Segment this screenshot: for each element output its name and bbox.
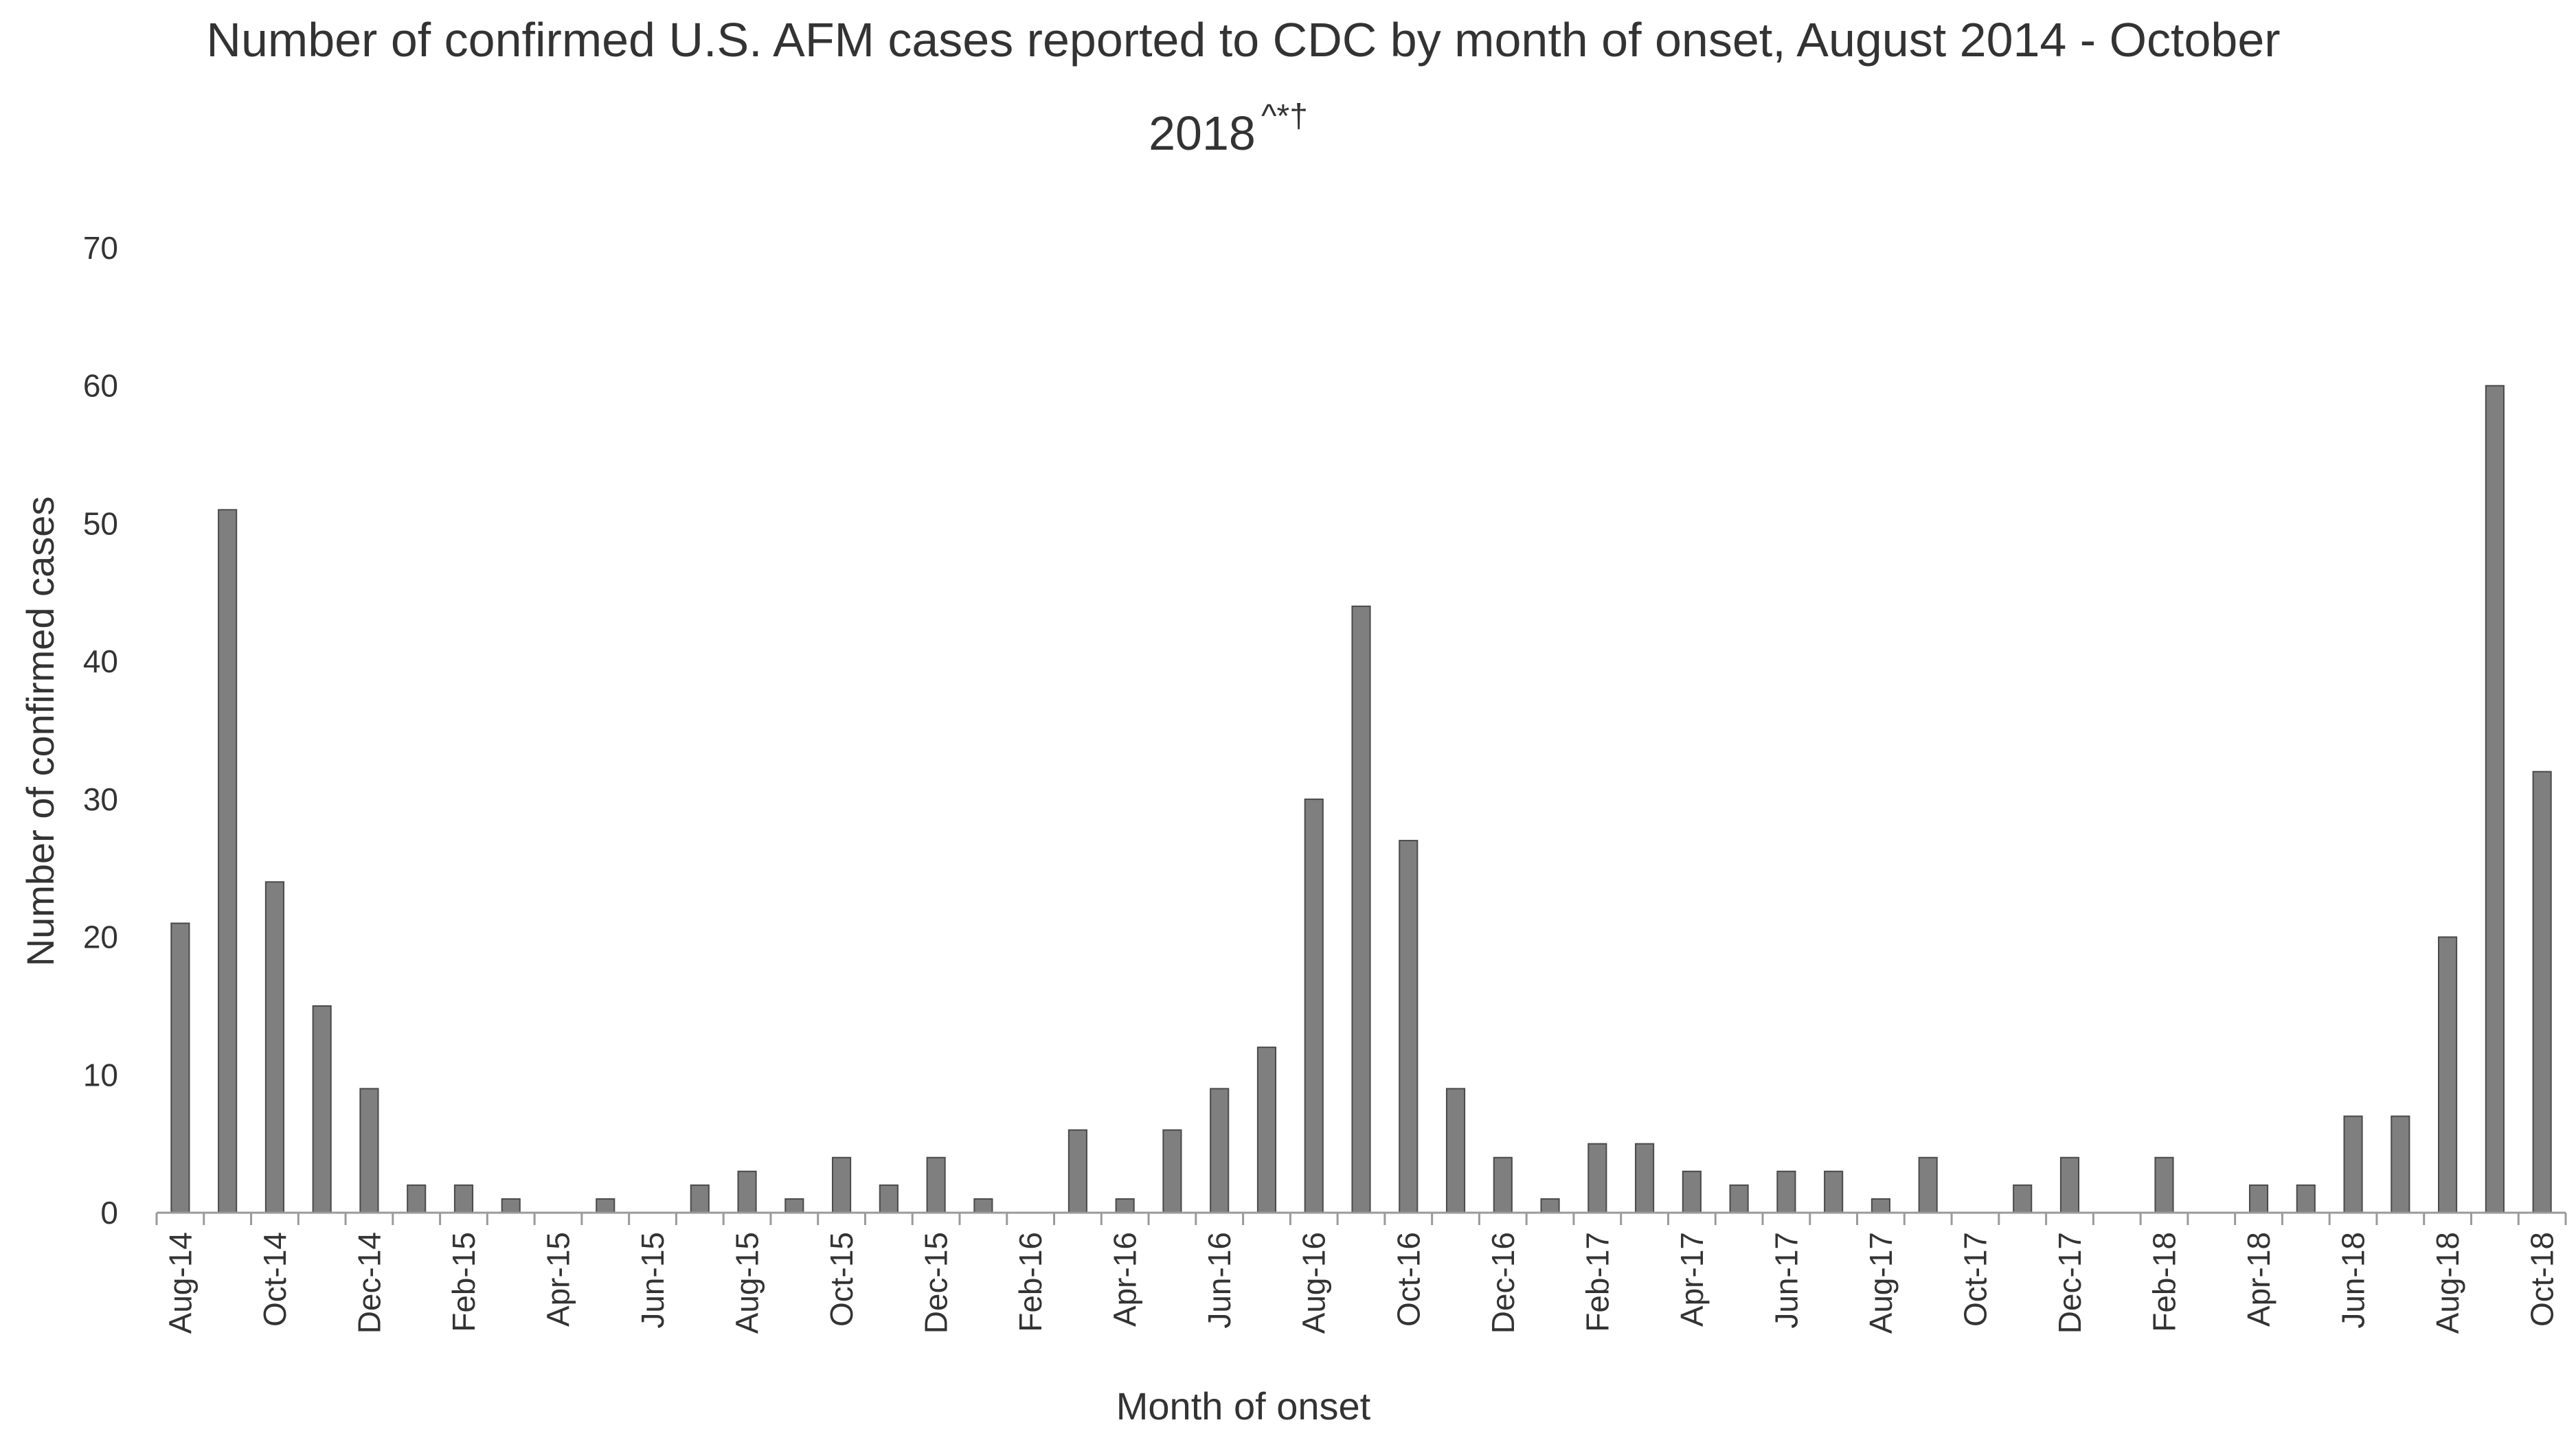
x-tick-label: Dec-15 — [918, 1232, 954, 1334]
bar-jul-16 — [1256, 1047, 1277, 1214]
bar-aug-18 — [2438, 936, 2458, 1213]
x-tick-label: Apr-15 — [541, 1232, 576, 1327]
chart-title-superscript: ^*† — [1261, 98, 1308, 135]
bar-oct-18 — [2532, 770, 2552, 1213]
bar-nov-15 — [879, 1184, 899, 1213]
y-tick-label: 70 — [83, 230, 118, 266]
x-tick-label: Feb-15 — [446, 1232, 482, 1332]
bar-dec-14 — [359, 1088, 379, 1213]
bar-nov-16 — [1445, 1088, 1466, 1213]
bar-jan-15 — [407, 1184, 427, 1213]
bar-sep-16 — [1351, 605, 1371, 1213]
bar-sep-14 — [218, 509, 238, 1213]
y-tick-label: 10 — [83, 1057, 118, 1093]
bar-feb-18 — [2154, 1156, 2174, 1213]
bar-apr-17 — [1682, 1170, 1702, 1214]
x-tick-label: Aug-14 — [162, 1232, 198, 1334]
x-tick-label: Feb-16 — [1013, 1232, 1048, 1332]
x-tick-label: Oct-15 — [824, 1232, 859, 1327]
y-axis-label: Number of confirmed cases — [19, 496, 62, 967]
x-tick-label: Apr-17 — [1674, 1232, 1710, 1327]
bar-jul-18 — [2391, 1115, 2410, 1213]
bar-dec-17 — [2059, 1156, 2080, 1213]
bar-mar-16 — [1067, 1129, 1087, 1213]
x-axis-label: Month of onset — [1116, 1384, 1371, 1428]
chart-title-line1: Number of confirmed U.S. AFM cases repor… — [206, 13, 2280, 67]
bar-jan-17 — [1540, 1198, 1560, 1214]
bar-aug-14 — [170, 922, 190, 1213]
x-tick-label: Dec-14 — [351, 1232, 387, 1334]
bar-mar-15 — [501, 1198, 521, 1214]
x-tick-label: Apr-18 — [2241, 1232, 2276, 1327]
bar-sep-17 — [1918, 1156, 1938, 1213]
bar-jun-16 — [1210, 1088, 1230, 1213]
x-tick-label: Jun-18 — [2336, 1232, 2371, 1329]
bars — [170, 385, 2552, 1214]
x-tick-label: Aug-15 — [730, 1232, 765, 1334]
x-tick-label: Apr-16 — [1107, 1232, 1143, 1327]
bar-may-17 — [1729, 1184, 1749, 1213]
bar-apr-16 — [1115, 1198, 1135, 1214]
bar-oct-16 — [1399, 840, 1419, 1213]
bar-sep-18 — [2485, 385, 2505, 1214]
bar-mar-17 — [1635, 1143, 1655, 1214]
x-tick-label: Aug-18 — [2430, 1232, 2465, 1334]
y-tick-label: 20 — [83, 919, 118, 955]
bar-nov-14 — [312, 1005, 332, 1214]
bar-oct-15 — [832, 1156, 852, 1213]
y-tick-label: 0 — [100, 1195, 118, 1231]
bar-jul-15 — [690, 1184, 710, 1213]
bar-jul-17 — [1824, 1170, 1844, 1214]
bar-feb-17 — [1588, 1143, 1607, 1214]
bar-may-16 — [1162, 1129, 1182, 1213]
x-tick-label: Oct-17 — [1957, 1232, 1993, 1327]
bar-sep-15 — [784, 1198, 804, 1214]
x-tick-label: Aug-17 — [1863, 1232, 1899, 1334]
x-tick-label: Feb-17 — [1579, 1232, 1615, 1332]
bar-jun-17 — [1776, 1170, 1796, 1214]
y-tick-label: 50 — [83, 505, 118, 541]
bar-may-15 — [596, 1198, 615, 1214]
bar-may-18 — [2296, 1184, 2316, 1213]
bar-jun-18 — [2343, 1115, 2363, 1213]
bar-aug-16 — [1304, 798, 1324, 1213]
bar-jan-16 — [973, 1198, 993, 1214]
x-tick-label: Jun-15 — [635, 1232, 670, 1329]
bar-apr-18 — [2248, 1184, 2269, 1213]
y-tick-label: 40 — [83, 643, 118, 679]
chart-title: Number of confirmed U.S. AFM cases repor… — [206, 13, 2280, 160]
x-tick-label: Oct-16 — [1390, 1232, 1426, 1327]
bar-oct-14 — [264, 881, 284, 1214]
x-tick-label: Oct-18 — [2524, 1232, 2560, 1327]
x-tick-label: Jun-17 — [1768, 1232, 1804, 1329]
x-axis-tick-labels: Aug-14 Oct-14 Dec-14 Feb-15 Apr-15 Jun-15 Aug-… — [162, 1232, 2560, 1334]
x-axis-ticks — [155, 1213, 2567, 1225]
y-axis-ticks: 0 10 20 30 40 50 60 70 — [83, 230, 118, 1231]
x-tick-label: Oct-14 — [257, 1232, 293, 1327]
x-tick-label: Feb-18 — [2147, 1232, 2182, 1332]
y-tick-label: 30 — [83, 781, 118, 817]
y-tick-label: 60 — [83, 368, 118, 404]
bar-feb-15 — [453, 1184, 474, 1213]
bar-nov-17 — [2013, 1184, 2033, 1213]
chart-title-line2: 2018 — [1149, 106, 1256, 160]
x-tick-label: Jun-16 — [1201, 1232, 1237, 1329]
x-tick-label: Dec-16 — [1485, 1232, 1521, 1334]
x-tick-label: Dec-17 — [2052, 1232, 2088, 1334]
bar-dec-15 — [926, 1156, 946, 1213]
bar-aug-15 — [737, 1170, 757, 1214]
bar-aug-17 — [1871, 1198, 1890, 1214]
x-tick-label: Aug-16 — [1296, 1232, 1332, 1334]
bar-dec-16 — [1493, 1156, 1513, 1213]
